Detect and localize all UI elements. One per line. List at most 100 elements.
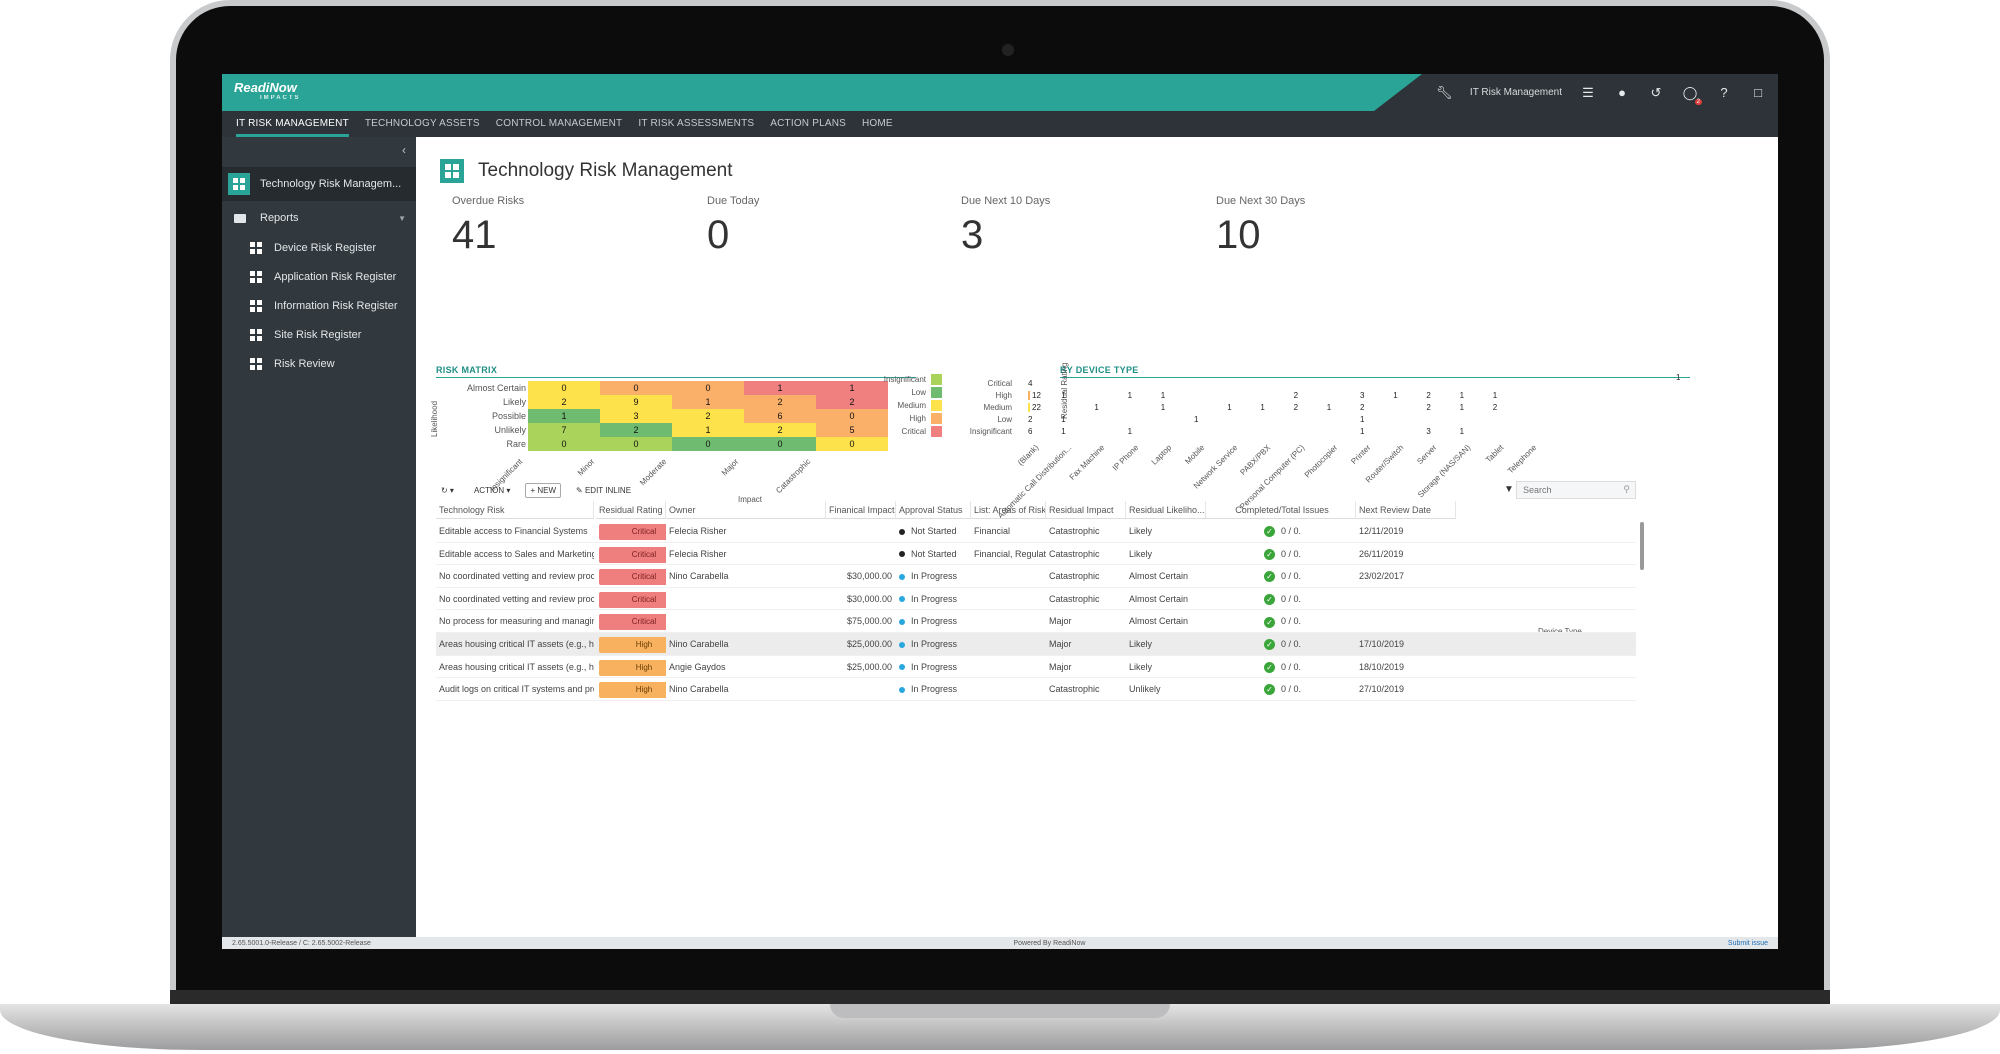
device-count[interactable]: 1: [1676, 373, 1681, 382]
action-button[interactable]: ACTION ▾: [473, 485, 511, 495]
matrix-cell[interactable]: 1: [744, 381, 816, 395]
device-count[interactable]: 3: [1360, 391, 1365, 400]
table-scrollbar[interactable]: [1640, 522, 1644, 570]
matrix-cell[interactable]: 1: [528, 409, 600, 423]
device-count[interactable]: 1: [1094, 403, 1099, 412]
wrench-icon[interactable]: 🔧︎: [1435, 84, 1453, 100]
refresh-button[interactable]: ↻ ▾: [441, 485, 454, 495]
device-count[interactable]: 1: [1360, 415, 1365, 424]
table-row[interactable]: No coordinated vetting and review proce.…: [436, 565, 1636, 588]
matrix-cell[interactable]: 9: [600, 395, 672, 409]
device-count[interactable]: 2: [1426, 391, 1431, 400]
app-name[interactable]: IT Risk Management: [1469, 87, 1562, 98]
table-row[interactable]: No coordinated vetting and review proce.…: [436, 588, 1636, 611]
table-header-2[interactable]: Owner: [666, 501, 826, 519]
device-count[interactable]: 1: [1160, 391, 1166, 400]
submit-issue-link[interactable]: Submit issue: [1727, 939, 1768, 947]
device-count[interactable]: 6: [1028, 427, 1033, 436]
device-count[interactable]: 1: [1061, 427, 1066, 436]
logo[interactable]: ReadiNow IMPACTS: [234, 80, 301, 101]
table-header-5[interactable]: List: Areas of Risk: [971, 501, 1046, 519]
matrix-cell[interactable]: 2: [600, 423, 672, 437]
user-icon[interactable]: ●: [1618, 85, 1626, 100]
nav-tab-3[interactable]: IT RISK ASSESSMENTS: [638, 118, 755, 129]
chat-icon[interactable]: ◯ 2: [1682, 84, 1702, 105]
sidebar-item-1[interactable]: Application Risk Register: [222, 262, 416, 292]
collapse-chevron-icon[interactable]: ‹: [402, 143, 406, 157]
menu-icon[interactable]: ☰: [1582, 84, 1594, 100]
matrix-cell[interactable]: 2: [528, 395, 600, 409]
sidebar-reports-folder[interactable]: Reports ▼: [222, 203, 416, 233]
matrix-cell[interactable]: 5: [816, 423, 888, 437]
table-row[interactable]: No process for measuring and managing ..…: [436, 610, 1636, 633]
device-count[interactable]: 1: [1127, 391, 1133, 400]
matrix-cell[interactable]: 1: [672, 395, 744, 409]
sidebar-item-0[interactable]: Device Risk Register: [222, 233, 416, 263]
matrix-cell[interactable]: 0: [600, 437, 672, 451]
table-header-1[interactable]: Residual Rating: [596, 501, 666, 519]
sidebar-item-2[interactable]: Information Risk Register: [222, 291, 416, 321]
device-count[interactable]: 22: [1028, 403, 1041, 412]
matrix-cell[interactable]: 0: [528, 381, 600, 395]
device-count[interactable]: 2: [1293, 391, 1299, 400]
device-count[interactable]: 1: [1492, 391, 1498, 400]
device-count[interactable]: 1: [1459, 403, 1465, 412]
device-count[interactable]: 1: [1160, 403, 1166, 412]
nav-tab-0[interactable]: IT RISK MANAGEMENT: [236, 111, 349, 137]
matrix-cell[interactable]: 3: [600, 409, 672, 423]
table-row[interactable]: Areas housing critical IT assets (e.g., …: [436, 633, 1636, 656]
filter-icon[interactable]: ▼: [1504, 484, 1514, 495]
device-count[interactable]: 1: [1459, 391, 1465, 400]
nav-tab-1[interactable]: TECHNOLOGY ASSETS: [364, 118, 480, 129]
device-count[interactable]: 1: [1360, 427, 1365, 436]
table-header-7[interactable]: Residual Likeliho...: [1126, 501, 1206, 519]
device-count[interactable]: 1: [1194, 415, 1199, 424]
device-count[interactable]: 1: [1061, 391, 1066, 400]
matrix-cell[interactable]: 2: [672, 409, 744, 423]
help-icon[interactable]: ?: [1720, 85, 1728, 100]
device-count[interactable]: 2: [1293, 403, 1299, 412]
fullscreen-icon[interactable]: □: [1754, 85, 1762, 100]
matrix-cell[interactable]: 0: [600, 381, 672, 395]
matrix-cell[interactable]: 0: [744, 437, 816, 451]
history-icon[interactable]: ↺: [1650, 84, 1662, 100]
table-header-9[interactable]: Next Review Date: [1356, 501, 1456, 519]
matrix-cell[interactable]: 0: [672, 381, 744, 395]
matrix-cell[interactable]: 2: [816, 395, 888, 409]
new-button[interactable]: + NEW: [525, 482, 562, 498]
matrix-cell[interactable]: 1: [672, 423, 744, 437]
matrix-cell[interactable]: 2: [744, 395, 816, 409]
sidebar-current-app[interactable]: Technology Risk Managem...: [222, 167, 416, 201]
device-count[interactable]: 1: [1326, 403, 1332, 412]
table-header-3[interactable]: Finanical Impact: [826, 501, 896, 519]
nav-tab-2[interactable]: CONTROL MANAGEMENT: [495, 118, 623, 129]
nav-tab-5[interactable]: HOME: [862, 118, 893, 129]
device-count[interactable]: 2: [1426, 403, 1431, 412]
matrix-cell[interactable]: 0: [816, 409, 888, 423]
device-count[interactable]: 2: [1028, 415, 1033, 424]
table-row[interactable]: Areas housing critical IT assets (e.g., …: [436, 656, 1636, 679]
table-header-4[interactable]: Approval Status: [896, 501, 971, 519]
search-input[interactable]: Search ⚲: [1516, 481, 1636, 499]
edit-inline-button[interactable]: ✎ EDIT INLINE: [576, 485, 632, 495]
table-header-6[interactable]: Residual Impact: [1046, 501, 1126, 519]
matrix-cell[interactable]: 1: [816, 381, 888, 395]
matrix-cell[interactable]: 2: [744, 423, 816, 437]
table-header-8[interactable]: Completed/Total Issues: [1206, 501, 1356, 519]
table-row[interactable]: Editable access to Sales and Marketing S…: [436, 543, 1636, 566]
sidebar-item-4[interactable]: Risk Review: [222, 349, 416, 379]
device-count[interactable]: 1: [1127, 427, 1133, 436]
matrix-cell[interactable]: 0: [528, 437, 600, 451]
device-count[interactable]: 1: [1227, 403, 1232, 412]
device-count[interactable]: 1: [1260, 403, 1265, 412]
matrix-cell[interactable]: 6: [744, 409, 816, 423]
device-count[interactable]: 1: [1459, 427, 1465, 436]
device-count[interactable]: 1: [1393, 391, 1398, 400]
table-row[interactable]: Audit logs on critical IT systems and pr…: [436, 678, 1636, 701]
matrix-cell[interactable]: 7: [528, 423, 600, 437]
nav-tab-4[interactable]: ACTION PLANS: [770, 118, 846, 129]
device-count[interactable]: 2: [1492, 403, 1498, 412]
sidebar-item-3[interactable]: Site Risk Register: [222, 320, 416, 350]
device-count[interactable]: 3: [1426, 427, 1431, 436]
matrix-cell[interactable]: 0: [672, 437, 744, 451]
